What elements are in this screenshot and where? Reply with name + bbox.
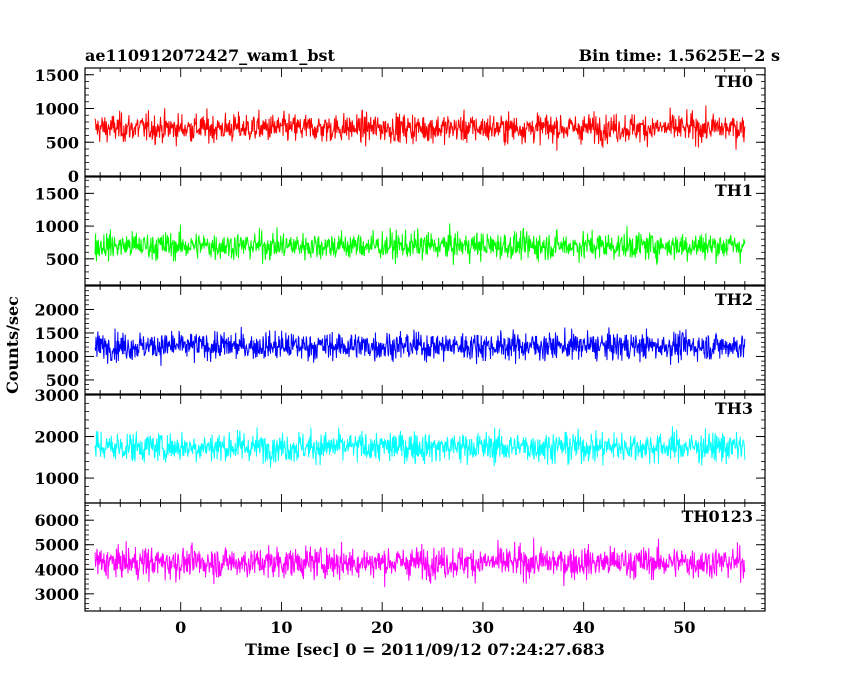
- series-line-th3: [94, 426, 746, 468]
- y-axis-label: Counts/sec: [3, 296, 22, 394]
- y-tick-label: 500: [46, 250, 79, 269]
- series-line-th0123: [94, 537, 746, 588]
- x-tick-label: 20: [371, 618, 393, 637]
- panel-frame-1: [84, 176, 766, 286]
- y-tick-label: 2000: [34, 428, 79, 447]
- y-tick-label: 500: [46, 371, 79, 390]
- y-tick-label: 1000: [34, 347, 79, 366]
- y-tick-label: 3000: [34, 585, 79, 604]
- y-tick-label: 1000: [34, 217, 79, 236]
- chart-title-right: Bin time: 1.5625E−2 s: [579, 46, 780, 65]
- panel-label-th2: TH2: [715, 290, 753, 309]
- x-tick-label: 40: [573, 618, 595, 637]
- y-tick-label: 2000: [34, 300, 79, 319]
- panel-label-th0: TH0: [715, 72, 753, 91]
- panel-frame-2: [84, 285, 766, 395]
- y-tick-label: 1000: [34, 100, 79, 119]
- series-line-th1: [94, 223, 746, 266]
- y-tick-label: 0: [68, 167, 79, 186]
- y-tick-label: 1500: [34, 66, 79, 85]
- y-tick-label: 1000: [34, 469, 79, 488]
- x-axis-label: Time [sec] 0 = 2011/09/12 07:24:27.683: [245, 640, 605, 659]
- x-tick-label: 0: [175, 618, 186, 637]
- y-tick-label: 3000: [34, 386, 79, 405]
- panel-frame-0: [84, 67, 766, 177]
- y-tick-label: 1500: [34, 184, 79, 203]
- series-line-th0: [94, 105, 746, 151]
- y-tick-label: 1500: [34, 324, 79, 343]
- x-tick-label: 30: [472, 618, 494, 637]
- panel-label-th1: TH1: [715, 181, 753, 200]
- series-line-th2: [94, 326, 746, 366]
- y-tick-label: 500: [46, 133, 79, 152]
- y-tick-label: 5000: [34, 536, 79, 555]
- x-tick-label: 50: [673, 618, 695, 637]
- panel-frame-4: [84, 502, 766, 612]
- y-tick-label: 6000: [34, 511, 79, 530]
- y-tick-label: 4000: [34, 560, 79, 579]
- panel-label-th0123: TH0123: [681, 507, 753, 526]
- panel-label-th3: TH3: [715, 399, 753, 418]
- chart-title-left: ae110912072427_wam1_bst: [85, 46, 336, 65]
- x-tick-label: 10: [270, 618, 292, 637]
